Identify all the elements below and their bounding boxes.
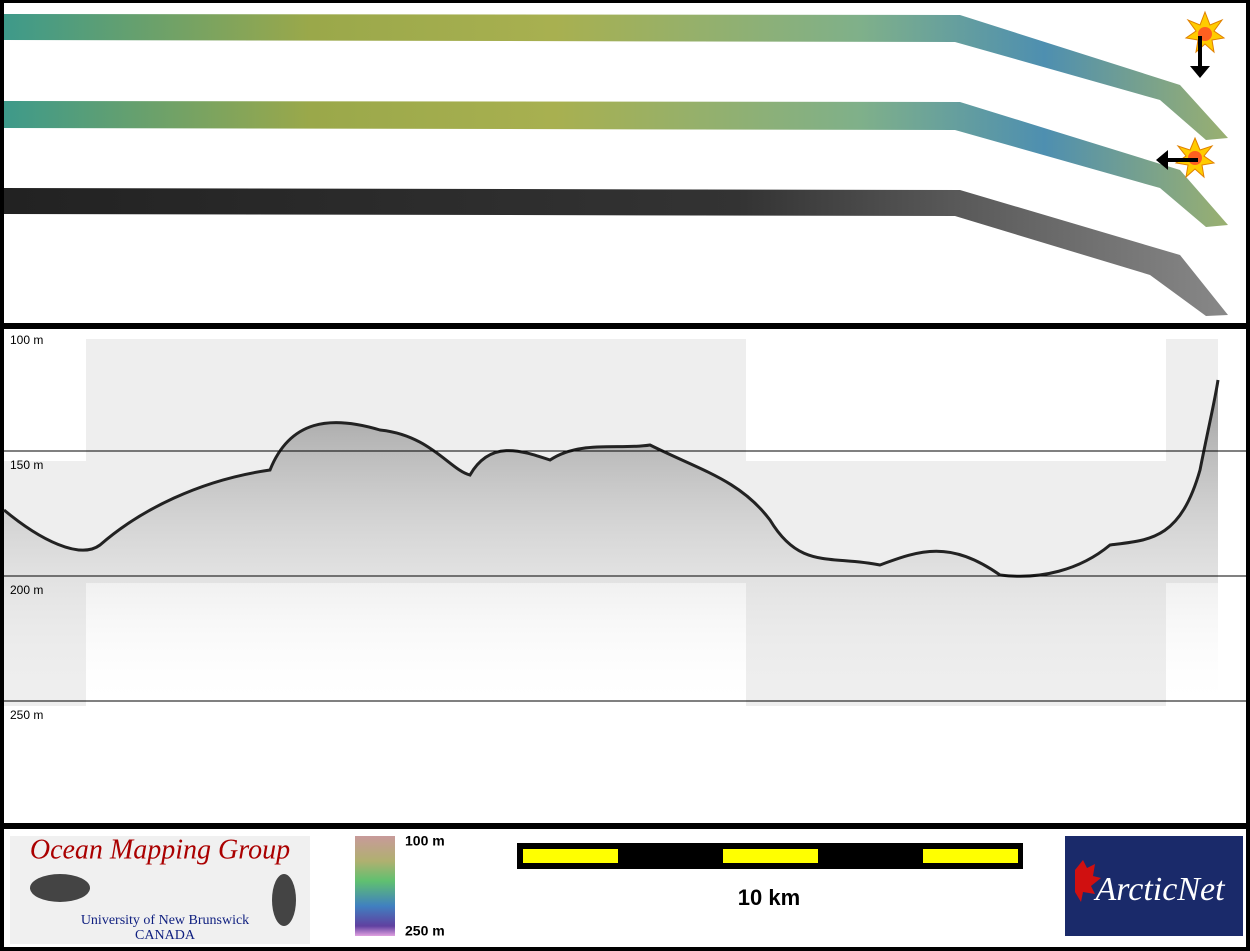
depth-label: 150 m <box>10 458 43 472</box>
depth-label: 200 m <box>10 583 43 597</box>
bathymetry-swath <box>4 14 1228 140</box>
colorbar-label: 100 m <box>405 833 445 849</box>
logo-title: Ocean Mapping Group <box>30 834 290 865</box>
scale-label: 10 km <box>738 885 800 910</box>
start-marker <box>1184 10 1226 78</box>
water-column <box>4 380 1218 700</box>
scale-segment <box>923 849 1018 863</box>
depth-label: 250 m <box>10 708 43 722</box>
partner-name: ArcticNet <box>1093 871 1226 908</box>
logo-country: CANADA <box>135 928 196 943</box>
colorbar <box>355 836 395 936</box>
logo-university: University of New Brunswick <box>81 913 249 928</box>
depth-lines <box>4 450 1246 702</box>
depth-label: 100 m <box>10 333 43 347</box>
scale-segment <box>523 849 618 863</box>
logo-graphic <box>30 874 90 902</box>
partner-logo <box>1065 836 1243 936</box>
maple-leaf <box>1075 860 1101 902</box>
logo-graphic <box>272 874 296 926</box>
bathymetry-swath <box>4 101 1228 227</box>
colorbar-label: 250 m <box>405 923 445 939</box>
seabed-profile <box>3 379 1220 578</box>
direction-marker <box>1156 136 1216 179</box>
backscatter-swath <box>4 188 1228 316</box>
scale-segment <box>723 849 818 863</box>
